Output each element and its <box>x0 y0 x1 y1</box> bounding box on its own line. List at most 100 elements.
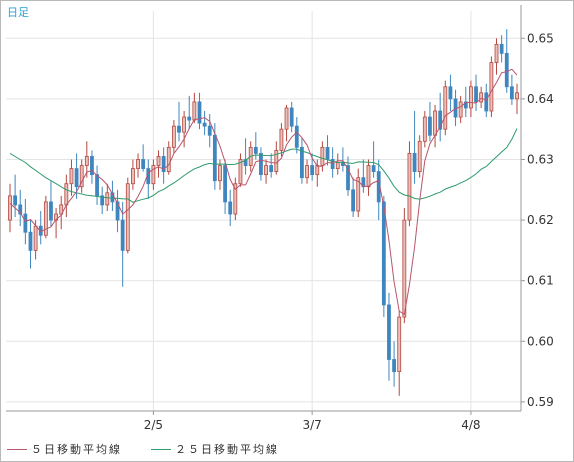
candle-body <box>136 159 140 169</box>
candle-body <box>202 122 207 127</box>
candle-body <box>356 177 361 212</box>
candle-body <box>387 304 391 360</box>
candle-body <box>264 165 268 176</box>
candle-body <box>131 168 135 185</box>
candle-body <box>8 195 12 221</box>
candle-body <box>23 213 28 233</box>
candle-body <box>33 225 38 251</box>
candle-body <box>69 168 74 185</box>
candle-body <box>371 165 376 173</box>
candle-body <box>381 201 386 306</box>
candle-body <box>141 159 146 169</box>
candle-body <box>223 165 227 203</box>
candle-body <box>49 201 53 221</box>
legend-item-ma5: ５日移動平均線 <box>7 441 122 457</box>
candle-body <box>192 101 197 121</box>
y-tick-label: 0.62 <box>527 213 554 227</box>
candle-body <box>320 146 325 166</box>
candle-body <box>43 201 48 236</box>
candle-body <box>417 140 422 173</box>
candle-body <box>412 153 417 173</box>
candle-body <box>207 125 212 136</box>
candle-body <box>499 43 504 54</box>
candle-body <box>59 204 64 215</box>
candle-body <box>115 201 120 221</box>
legend-item-ma25: ２５日移動平均線 <box>151 441 279 457</box>
candle-body <box>438 110 443 130</box>
y-tick-label: 0.59 <box>527 395 554 409</box>
candle-body <box>443 86 448 130</box>
candle-body <box>253 146 258 154</box>
candle-body <box>187 116 192 121</box>
candle-body <box>161 156 166 173</box>
candle-body <box>269 165 274 173</box>
candle-body <box>407 153 412 221</box>
y-tick-label: 0.64 <box>527 92 554 106</box>
candle-body <box>84 156 89 166</box>
candle-body <box>305 165 309 179</box>
candle-body <box>233 183 238 215</box>
candle-body <box>515 92 519 100</box>
candle-body <box>177 125 181 133</box>
candle-body <box>325 146 330 160</box>
candle-body <box>300 146 304 179</box>
candle-body <box>397 316 402 373</box>
candle-body <box>428 116 432 136</box>
y-tick-label: 0.63 <box>527 152 554 166</box>
candle-body <box>105 192 110 206</box>
candle-body <box>28 231 33 251</box>
legend-swatch-ma5 <box>7 448 27 450</box>
legend-swatch-ma25 <box>151 448 171 450</box>
candle-body <box>284 107 289 130</box>
candle-body <box>422 116 427 142</box>
candle-body <box>74 168 79 188</box>
y-tick-label: 0.65 <box>527 31 554 45</box>
candle-body <box>125 183 130 251</box>
candle-body <box>479 92 484 103</box>
ma5-line <box>9 68 518 316</box>
y-tick-label: 0.60 <box>527 334 554 348</box>
candle-body <box>310 165 315 176</box>
candle-body <box>243 159 248 166</box>
candle-body <box>100 195 105 206</box>
candle-body <box>228 201 233 215</box>
candle-body <box>182 116 187 133</box>
candle-body <box>95 174 99 197</box>
candle-body <box>90 156 94 176</box>
candle-body <box>212 134 217 182</box>
candle-body <box>504 53 509 88</box>
candle-body <box>494 43 499 63</box>
x-tick-label: 4/8 <box>461 418 480 432</box>
candle-body <box>346 165 350 191</box>
period-label: 日足 <box>7 6 29 19</box>
tick-labels: 0.590.600.610.620.630.640.652/53/74/85/8 <box>144 31 554 432</box>
legend: ５日移動平均線 ２５日移動平均線 <box>7 438 567 458</box>
candle-body <box>294 125 299 148</box>
candle-body <box>361 177 366 188</box>
candle-body <box>351 189 356 212</box>
candle-body <box>289 107 294 127</box>
candle-body <box>120 219 125 251</box>
candle-body <box>335 162 340 169</box>
candle-body <box>469 86 473 109</box>
candle-body <box>366 165 371 188</box>
candle-body <box>315 165 320 176</box>
candle-body <box>166 146 171 173</box>
candle-body <box>330 159 335 169</box>
grid-lines <box>6 11 521 411</box>
candle-body <box>218 165 222 182</box>
legend-label-ma25: ２５日移動平均線 <box>175 443 279 456</box>
moving-average-lines <box>9 68 518 316</box>
legend-label-ma5: ５日移動平均線 <box>31 443 122 456</box>
candle-body <box>402 219 407 318</box>
candle-body <box>259 153 263 176</box>
candle-body <box>197 101 202 124</box>
candle-body <box>18 204 23 215</box>
candle-body <box>463 101 468 109</box>
x-tick-label: 2/5 <box>144 418 163 432</box>
candle-body <box>79 165 84 188</box>
candle-body <box>151 165 156 185</box>
candle-body <box>64 183 69 206</box>
candle-body <box>484 92 489 112</box>
